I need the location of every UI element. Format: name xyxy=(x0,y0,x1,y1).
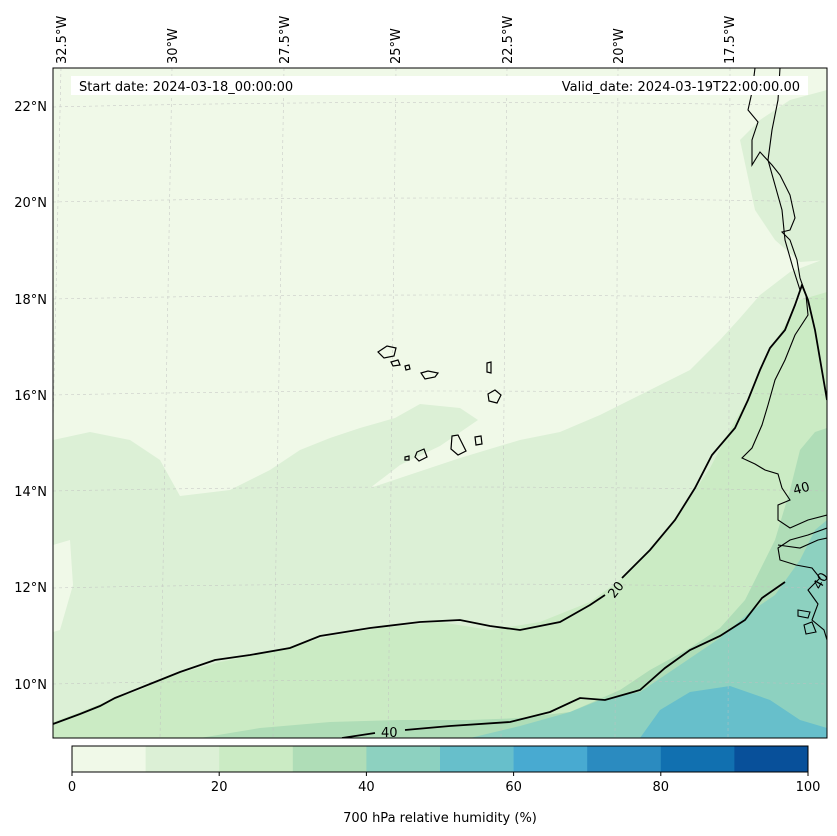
coastline-gambia xyxy=(777,537,827,549)
colorbar-cell xyxy=(660,746,735,772)
rh-band-20-30 xyxy=(53,292,827,738)
colorbar-cell xyxy=(513,746,588,772)
date-annotation-box xyxy=(71,76,808,95)
colorbar-tick-label: 20 xyxy=(211,780,228,795)
lon-label: 25°W xyxy=(389,28,404,64)
rh-band-0-10-pocket xyxy=(53,540,73,632)
colorbar-cell xyxy=(219,746,294,772)
contour-label-40-a: 40 xyxy=(381,726,398,741)
coastline-africa-south xyxy=(777,527,827,641)
lat-label: 14°N xyxy=(14,485,47,500)
colorbar-tick-label: 40 xyxy=(358,780,375,795)
colorbar-cell xyxy=(440,746,515,772)
rh-band-50-60 xyxy=(640,686,827,738)
lat-label: 18°N xyxy=(14,293,47,308)
colorbar-cell xyxy=(292,746,367,772)
lon-label: 22.5°W xyxy=(501,16,516,64)
map-panel xyxy=(53,68,827,738)
latitude-labels: 22°N 20°N 18°N 16°N 14°N 12°N 10°N xyxy=(14,100,47,693)
colorbar-cell xyxy=(734,746,809,772)
colorbar-tick-label: 80 xyxy=(653,780,670,795)
contour-40b xyxy=(404,581,786,731)
colorbar-cell xyxy=(145,746,220,772)
colorbar: 0 20 40 60 80 100 700 hPa relative humidity (… xyxy=(68,745,821,826)
contour-40 xyxy=(341,732,376,738)
contour-label-40-b: 40 xyxy=(792,480,812,499)
rh-band-40-50 xyxy=(470,520,827,738)
cape-verde-islands xyxy=(377,345,502,462)
rh-band-10-20-north xyxy=(740,90,827,262)
colorbar-label: 700 hPa relative humidity (%) xyxy=(343,811,537,826)
lat-label: 22°N xyxy=(14,100,47,115)
contour-20 xyxy=(53,594,606,725)
coastline-africa xyxy=(741,68,827,529)
lat-label: 10°N xyxy=(14,678,47,693)
lat-label: 16°N xyxy=(14,389,47,404)
colorbar-tick-label: 100 xyxy=(796,780,821,795)
valid-date-label: Valid_date: 2024-03-19T22:00:00.00 xyxy=(562,80,800,95)
lat-label: 20°N xyxy=(14,196,47,211)
colorbar-tick-label: 60 xyxy=(505,780,522,795)
colorbar-ticks: 0 20 40 60 80 100 xyxy=(68,772,821,795)
lon-label: 17.5°W xyxy=(723,16,738,64)
colorbar-cells xyxy=(72,746,809,772)
colorbar-cell xyxy=(587,746,662,772)
coastline-inland xyxy=(767,68,801,291)
colorbar-cell xyxy=(366,746,441,772)
colorbar-cell xyxy=(72,746,147,772)
lat-label: 12°N xyxy=(14,581,47,596)
longitude-labels: 32.5°W 30°W 27.5°W 25°W 22.5°W 20°W 17.5… xyxy=(55,16,738,64)
lon-label: 32.5°W xyxy=(55,16,70,64)
lon-label: 20°W xyxy=(612,28,627,64)
lon-label: 30°W xyxy=(166,28,181,64)
rh-band-30-40 xyxy=(200,428,827,738)
colorbar-frame xyxy=(71,745,809,773)
start-date-label: Start date: 2024-03-18_00:00:00 xyxy=(79,80,293,95)
colorbar-tick-label: 0 xyxy=(68,780,76,795)
coastline-islands-bijagos xyxy=(797,609,817,635)
map-frame xyxy=(52,67,828,739)
lon-label: 27.5°W xyxy=(278,16,293,64)
